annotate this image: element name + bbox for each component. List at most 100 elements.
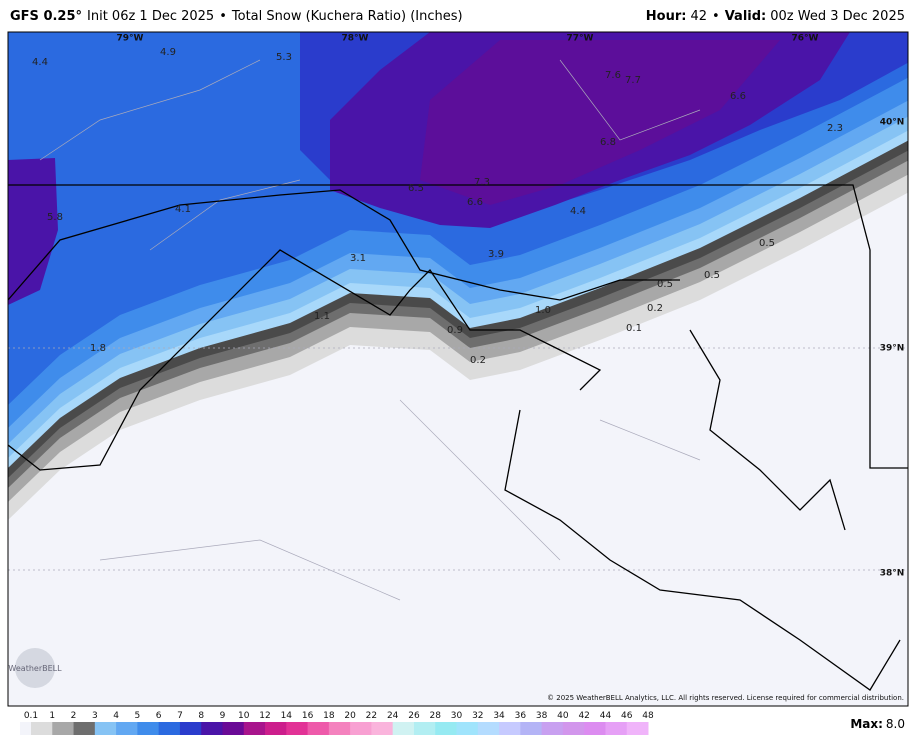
colorbar-cell: [350, 722, 372, 735]
colorbar-label: 22: [366, 711, 377, 721]
copyright: © 2025 WeatherBELL Analytics, LLC. All r…: [547, 694, 904, 702]
colorbar-cell: [158, 722, 181, 735]
colorbar-label: 18: [323, 711, 335, 721]
colorbar-label: 42: [578, 711, 589, 721]
colorbar-label: 1: [49, 711, 55, 721]
colorbar-cell: [413, 722, 436, 735]
grid-label: 76°W: [792, 34, 819, 44]
colorbar-cell: [73, 722, 96, 735]
colorbar-cell: [605, 722, 628, 735]
header-right: Hour: 42 • Valid: 00z Wed 3 Dec 2025: [646, 9, 905, 24]
grid-label: 40°N: [880, 118, 905, 128]
colorbar-label: 8: [198, 711, 204, 721]
map-frame: [7, 31, 909, 707]
value-labels: 4.4 4.9 5.3 7.6 7.7 6.6 6.8 2.3 6.5 7.3 …: [32, 47, 843, 366]
colorbar-label: 20: [344, 711, 356, 721]
logo: WeatherBELL: [8, 664, 62, 673]
value: 6.8: [600, 137, 616, 148]
grid-label: 78°W: [342, 34, 369, 44]
grid-label: 38°N: [880, 569, 905, 579]
value: 0.9: [447, 325, 463, 336]
value: 0.1: [626, 323, 642, 334]
colorbar-label: 2: [71, 711, 77, 721]
colorbar-cell: [94, 722, 117, 735]
value: 0.5: [759, 238, 775, 249]
grid-label: 79°W: [117, 34, 144, 44]
colorbar-cell: [137, 722, 160, 735]
colorbar-label: 0.1: [24, 711, 38, 721]
colorbar-cell: [179, 722, 202, 735]
colorbar-label: 14: [281, 711, 293, 721]
colorbar-label: 9: [220, 711, 226, 721]
colorbar-label: 32: [472, 711, 483, 721]
value: 0.5: [704, 270, 720, 281]
colorbar-cell: [222, 722, 245, 735]
value: 7.7: [625, 75, 641, 86]
colorbar-cell: [626, 722, 649, 735]
value: 7.6: [605, 70, 621, 81]
value: 2.3: [827, 123, 843, 134]
valid: 00z Wed 3 Dec 2025: [770, 9, 905, 24]
separator: •: [219, 9, 227, 24]
colorbar-label: 16: [302, 711, 314, 721]
map: [8, 32, 908, 706]
value: 4.9: [160, 47, 176, 58]
colorbar-cell: [562, 722, 585, 735]
value: 1.1: [314, 311, 330, 322]
colorbar-label: 4: [113, 711, 119, 721]
colorbar-label: 6: [156, 711, 162, 721]
colorbar-cell: [116, 722, 138, 735]
colorbar-label: 46: [621, 711, 633, 721]
colorbar-cell: [477, 722, 500, 735]
colorbar-label: 30: [451, 711, 463, 721]
value: 4.4: [570, 206, 586, 217]
grid-label: 77°W: [567, 34, 594, 44]
header-left: GFS 0.25° Init 06z 1 Dec 2025 • Total Snow …: [10, 9, 463, 24]
model: GFS 0.25°: [10, 9, 82, 24]
logo-mark: [15, 648, 55, 688]
colorbar-label: 5: [135, 711, 141, 721]
grid-labels: 79°W 78°W 77°W 76°W 40°N 39°N 38°N: [117, 34, 905, 579]
value: 0.5: [657, 279, 673, 290]
colorbar-cell: [328, 722, 351, 735]
colorbar-cell: [456, 722, 479, 735]
colorbar-cell: [499, 722, 521, 735]
value: 0.2: [647, 303, 663, 314]
colorbar-cell: [243, 722, 266, 735]
colorbar-cell: [307, 722, 330, 735]
grid-label: 39°N: [880, 344, 905, 354]
max-value: 8.0: [886, 717, 905, 731]
colorbar-cell: [584, 722, 606, 735]
colorbar-label: 36: [515, 711, 527, 721]
colorbar-label: 28: [430, 711, 442, 721]
colorbar-cell: [265, 722, 287, 735]
colorbar-cell: [52, 722, 75, 735]
value: 1.0: [535, 305, 551, 316]
value: 3.9: [488, 249, 504, 260]
value: 5.8: [47, 212, 63, 223]
product: Total Snow (Kuchera Ratio) (Inches): [231, 9, 463, 24]
colorbar: 0.1 1 2 3 4 5 6 7 8 9 10 12 14 16 18 20 22 24 26 28 30 32 34 36…: [20, 711, 654, 735]
colorbar-start: [20, 722, 31, 735]
colorbar-label: 26: [408, 711, 420, 721]
colorbar-label: 44: [600, 711, 612, 721]
colorbar-cell: [392, 722, 415, 735]
max-label: Max:: [850, 717, 883, 731]
colorbar-label: 10: [238, 711, 250, 721]
colorbar-cell: [541, 722, 564, 735]
value: 3.1: [350, 253, 366, 264]
value: 4.4: [32, 57, 48, 68]
value: 6.6: [467, 197, 483, 208]
colorbar-cell: [286, 722, 309, 735]
value: 6.5: [408, 183, 424, 194]
value: 0.2: [470, 355, 486, 366]
colorbar-label: 24: [387, 711, 399, 721]
colorbar-cell: [31, 722, 53, 735]
max: Max: 8.0: [850, 717, 905, 731]
colorbar-label: 34: [493, 711, 505, 721]
value: 5.3: [276, 52, 292, 63]
colorbar-label: 40: [557, 711, 569, 721]
colorbar-label: 12: [259, 711, 270, 721]
value: 7.3: [474, 177, 490, 188]
